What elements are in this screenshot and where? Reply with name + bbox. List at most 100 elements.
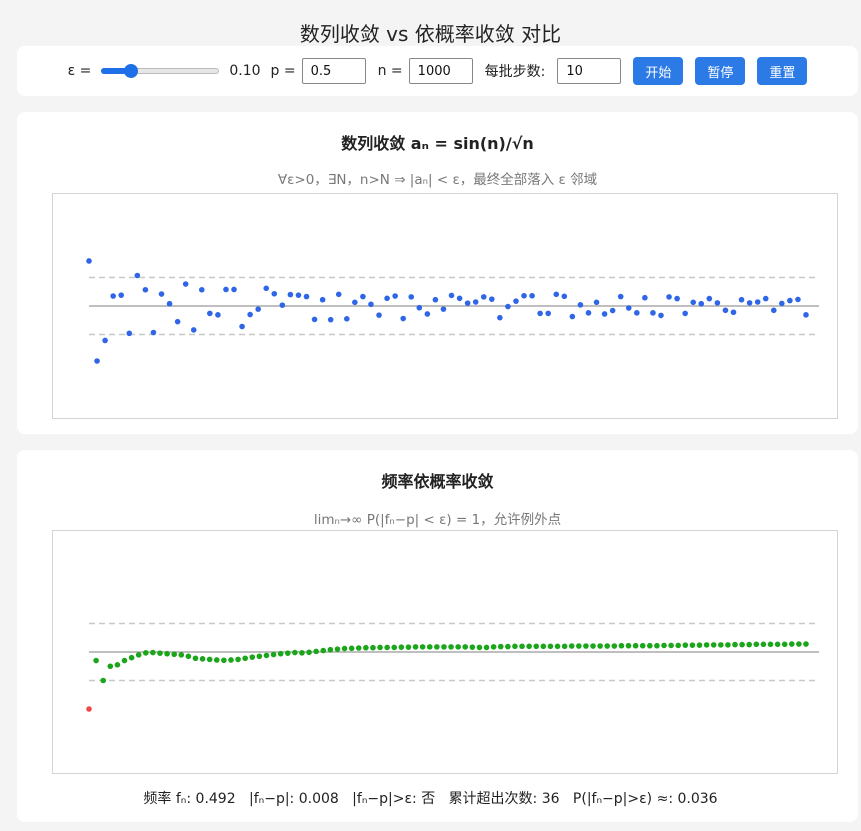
sequence-point — [198, 286, 205, 293]
frequency-label: 频率 fₙ: — [143, 791, 192, 807]
frequency-value: 0.492 — [195, 791, 236, 807]
sequence-point — [601, 311, 608, 317]
sequence-point — [722, 307, 729, 314]
frequency-point — [256, 653, 263, 660]
frequency-point — [611, 643, 618, 649]
sequence-point — [247, 311, 253, 318]
frequency-point — [533, 643, 540, 650]
frequency-point — [185, 653, 192, 660]
sequence-plot — [52, 193, 838, 419]
frequency-point — [760, 641, 767, 648]
frequency-point — [576, 643, 582, 649]
frequency-point — [512, 643, 518, 650]
frequency-point — [370, 644, 376, 651]
frequency-point — [121, 657, 128, 664]
sequence-point — [271, 290, 278, 297]
sequence-point — [295, 292, 302, 298]
sequence-point — [754, 299, 761, 305]
frequency-point — [604, 643, 611, 649]
sequence-point — [94, 358, 100, 364]
sequence-convergence-panel: 数列收敛 aₙ = sin(n)/√n ∀ε>0，∃N，n>N ⇒ |aₙ| <… — [17, 112, 858, 434]
frequency-point — [774, 641, 781, 648]
frequency-point — [476, 644, 483, 651]
frequency-point — [171, 651, 177, 658]
frequency-point — [292, 649, 298, 656]
sequence-point — [666, 294, 672, 300]
sequence-point — [714, 300, 721, 306]
frequency-point — [561, 643, 568, 650]
probability-panel-subtitle: limₙ→∞ P(|fₙ−p| < ε) = 1，允许例外点 — [313, 512, 562, 528]
status-line: 频率 fₙ: 0.492 |fₙ−p|: 0.008 |fₙ−p|>ε: 否 累… — [0, 788, 861, 808]
frequency-point — [526, 643, 532, 650]
probability-plot — [52, 530, 838, 774]
frequency-point — [263, 652, 270, 659]
frequency-point — [597, 643, 603, 649]
sequence-point — [472, 299, 479, 305]
frequency-point — [419, 644, 426, 650]
sequence-point — [521, 292, 527, 299]
sequence-point — [142, 286, 149, 293]
sequence-point — [231, 286, 237, 293]
sequence-point — [319, 296, 326, 303]
pause-button[interactable]: 暂停 — [695, 57, 746, 85]
batch-steps-input[interactable] — [557, 58, 622, 84]
frequency-point — [320, 647, 327, 654]
sequence-point — [239, 323, 245, 330]
sequence-point — [770, 307, 777, 314]
frequency-point — [547, 643, 554, 650]
control-panel: ε = 0.10 p = n = 每批步数: 开始 暂停 重置 — [17, 46, 858, 96]
sequence-point — [787, 297, 793, 304]
frequency-point — [348, 645, 355, 652]
frequency-point — [277, 650, 284, 657]
sequence-point — [505, 303, 511, 310]
frequency-point — [490, 644, 497, 650]
sequence-point — [730, 309, 737, 316]
sequence-point — [489, 296, 495, 302]
n-input[interactable] — [408, 58, 473, 84]
frequency-point — [803, 641, 809, 647]
p-label: p = — [270, 63, 296, 79]
sequence-point — [497, 314, 503, 321]
deviation-label: |fₙ−p|: — [248, 791, 295, 807]
frequency-point — [568, 643, 575, 649]
sequence-point — [617, 293, 624, 300]
frequency-point — [781, 641, 788, 648]
frequency-point — [647, 642, 653, 649]
frequency-point — [590, 643, 596, 649]
frequency-point — [412, 644, 419, 650]
frequency-point — [469, 644, 476, 650]
frequency-point — [583, 643, 589, 649]
sequence-point — [625, 305, 632, 311]
sequence-point — [255, 306, 261, 312]
sequence-point — [287, 291, 294, 298]
epsilon-slider-fill — [101, 68, 131, 74]
sequence-point — [537, 310, 543, 317]
frequency-point — [221, 657, 227, 664]
reset-button[interactable]: 重置 — [757, 57, 808, 85]
frequency-point — [299, 650, 305, 656]
sequence-point — [795, 296, 801, 303]
frequency-point — [675, 642, 682, 649]
sequence-point — [650, 310, 656, 316]
frequency-point — [696, 642, 703, 648]
frequency-point — [441, 644, 447, 650]
sequence-point — [215, 312, 221, 318]
sequence-point — [746, 300, 753, 306]
epsilon-slider[interactable] — [101, 62, 220, 80]
sequence-point — [545, 310, 552, 317]
sequence-point — [150, 329, 157, 336]
epsilon-slider-thumb[interactable] — [123, 64, 138, 78]
frequency-point — [519, 643, 525, 650]
frequency-point — [434, 644, 440, 650]
sequence-point — [480, 294, 487, 300]
start-button[interactable]: 开始 — [633, 57, 684, 85]
sequence-point — [706, 295, 713, 302]
sequence-point — [779, 300, 785, 307]
sequence-point — [408, 294, 415, 300]
frequency-point — [306, 649, 312, 656]
sequence-point — [311, 316, 318, 323]
p-input[interactable] — [301, 58, 366, 84]
frequency-point — [448, 644, 454, 650]
frequency-point — [384, 644, 390, 651]
frequency-point — [100, 677, 106, 684]
